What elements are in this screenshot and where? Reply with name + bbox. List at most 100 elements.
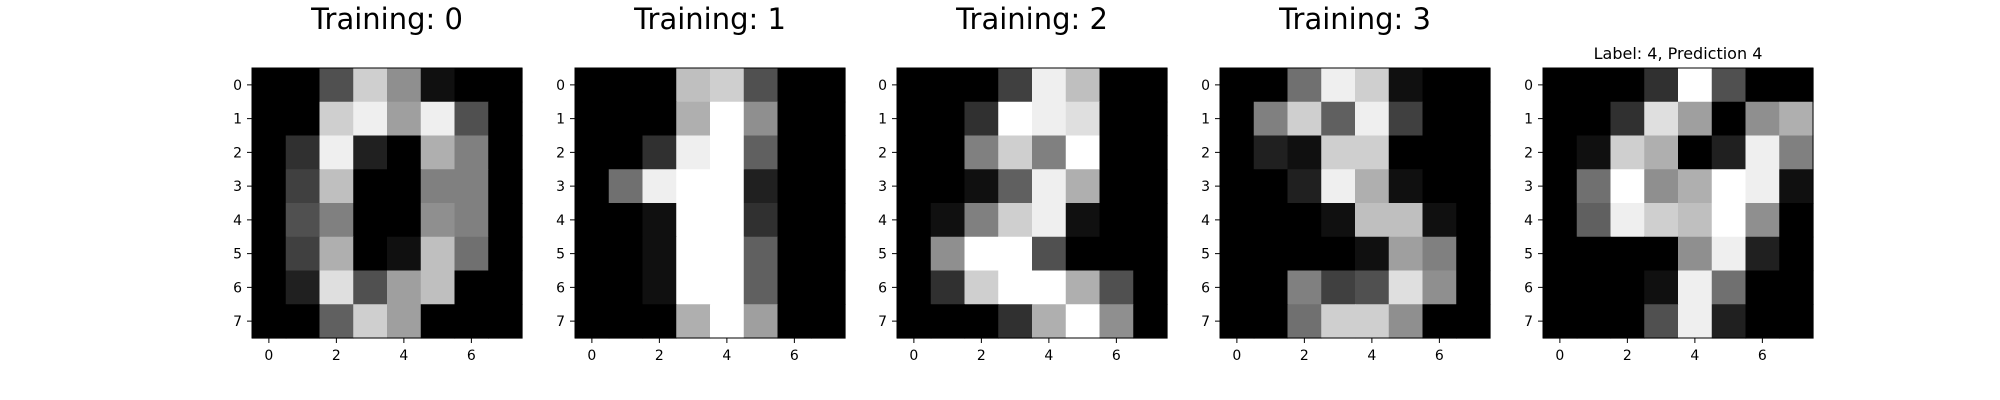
heatmap-cell: [488, 135, 523, 170]
heatmap-cell: [811, 101, 846, 137]
heatmap-cell: [252, 68, 287, 103]
heatmap-cell: [897, 304, 932, 339]
heatmap-cell: [1779, 135, 1814, 170]
heatmap-cell: [608, 203, 644, 238]
y-tick-label: 6: [556, 280, 565, 296]
heatmap-cell: [998, 236, 1033, 272]
heatmap-cell: [1032, 169, 1067, 204]
x-tick-label: 0: [1555, 348, 1564, 364]
heatmap-cell: [777, 68, 812, 103]
heatmap-cell: [319, 203, 354, 238]
axes-frame: [1219, 67, 1491, 339]
heatmap-cell: [252, 169, 287, 204]
heatmap-cell: [743, 135, 779, 170]
heatmap-cell: [1133, 203, 1168, 238]
x-tick-label: 0: [909, 348, 918, 364]
heatmap-cell: [1779, 101, 1814, 137]
heatmap-cell: [353, 101, 388, 137]
heatmap-cell: [897, 169, 932, 204]
heatmap-cell: [964, 304, 999, 339]
heatmap-cell: [1321, 236, 1356, 272]
heatmap-cell: [1388, 101, 1424, 137]
heatmap-cell: [575, 68, 610, 103]
heatmap-cell: [1388, 203, 1424, 238]
heatmap-cell: [1610, 101, 1645, 137]
heatmap-cell: [710, 304, 745, 339]
heatmap-cell: [642, 270, 677, 305]
heatmap-cell: [387, 135, 422, 170]
heatmap-cell: [1220, 236, 1255, 272]
heatmap-cell: [743, 169, 779, 204]
heatmap-cell: [420, 135, 456, 170]
heatmap-cell: [743, 203, 779, 238]
heatmap-cell: [1422, 270, 1457, 305]
heatmap-cell: [676, 270, 711, 305]
heatmap-cell: [930, 68, 966, 103]
y-tick-label: 7: [1201, 314, 1210, 330]
heatmap-cell: [1711, 135, 1747, 170]
heatmap-svg: 0 2 4 6 0 1 2 3 4 5 6 7: [1201, 67, 1491, 364]
y-tick-label: 5: [1201, 247, 1210, 263]
heatmap-cell: [1745, 68, 1780, 103]
x-tick-label: 0: [587, 348, 596, 364]
y-tick-label: 7: [878, 314, 887, 330]
y-tick-label: 0: [1524, 78, 1533, 94]
heatmap-cell: [1355, 135, 1390, 170]
heatmap-svg: 0 2 4 6 0 1 2 3 4 5 6 7: [878, 67, 1168, 364]
heatmap-cell: [1032, 236, 1067, 272]
heatmap-cell: [608, 169, 644, 204]
y-tick-label: 5: [556, 247, 565, 263]
y-tick-label: 6: [233, 280, 242, 296]
y-tick-label: 6: [1524, 280, 1533, 296]
heatmap-cell: [1133, 304, 1168, 339]
y-tick-label: 6: [1201, 280, 1210, 296]
heatmap-cell: [1422, 236, 1457, 272]
heatmap-cell: [1456, 304, 1491, 339]
heatmap-cell: [420, 270, 456, 305]
heatmap-cell: [642, 101, 677, 137]
heatmap-cell: [1065, 203, 1101, 238]
y-tick-label: 3: [1524, 179, 1533, 195]
heatmap-cell: [285, 304, 321, 339]
heatmap-cell: [575, 169, 610, 204]
heatmap-cell: [710, 236, 745, 272]
heatmap-cell: [488, 68, 523, 103]
heatmap-cell: [353, 203, 388, 238]
heatmap-cell: [811, 270, 846, 305]
heatmap-cell: [1287, 203, 1322, 238]
y-tick-label: 1: [878, 112, 887, 128]
heatmap-cell: [743, 236, 779, 272]
heatmap-cell: [1678, 68, 1713, 103]
heatmap-svg: 0 2 4 6 0 1 2 3 4 5 6 7: [233, 67, 523, 364]
heatmap-cell: [964, 68, 999, 103]
heatmap-cell: [642, 304, 677, 339]
heatmap-cell: [1711, 236, 1747, 272]
heatmap-cell: [285, 203, 321, 238]
heatmap-cell: [319, 236, 354, 272]
heatmap-cell: [319, 304, 354, 339]
heatmap-cell: [1253, 68, 1289, 103]
heatmap-cell: [1133, 169, 1168, 204]
heatmap-cell: [1644, 304, 1679, 339]
heatmap-cell: [1745, 304, 1780, 339]
heatmap-cell: [1220, 203, 1255, 238]
heatmap-cell: [998, 101, 1033, 137]
heatmap-cell: [1321, 135, 1356, 170]
heatmap-cell: [353, 169, 388, 204]
heatmap-cell: [387, 101, 422, 137]
digit-panel-3: Training: 3 0 2 4 6 0 1 2 3 4 5 6 7: [1170, 0, 1510, 380]
y-tick-label: 2: [878, 145, 887, 161]
heatmap-cell: [897, 101, 932, 137]
heatmap-cell: [1610, 236, 1645, 272]
heatmap-cell: [1133, 101, 1168, 137]
heatmap-cell: [1711, 68, 1747, 103]
heatmap-cell: [420, 101, 456, 137]
heatmap-cell: [1745, 236, 1780, 272]
heatmap-cell: [454, 169, 489, 204]
x-tick-label: 4: [399, 348, 408, 364]
heatmap-cell: [998, 304, 1033, 339]
heatmap-cell: [1220, 101, 1255, 137]
heatmap-cell: [252, 236, 287, 272]
heatmap-cell: [575, 270, 610, 305]
heatmap-cell: [964, 236, 999, 272]
